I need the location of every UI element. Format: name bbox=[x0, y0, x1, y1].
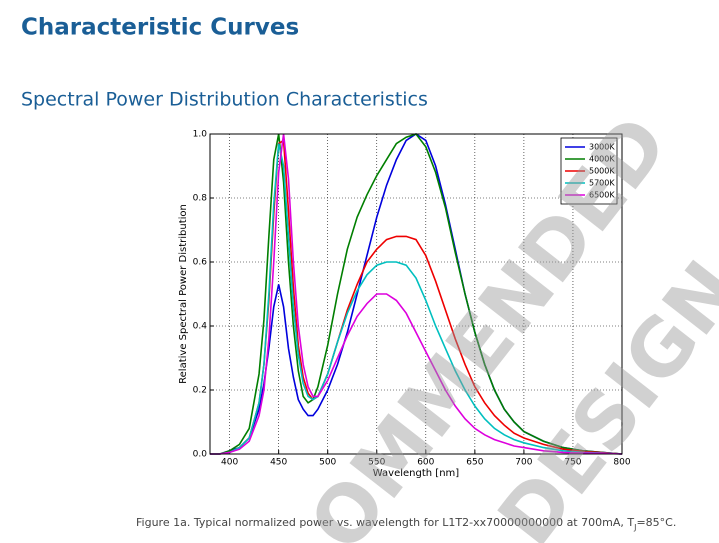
series-line bbox=[210, 143, 623, 455]
x-tick-label: 650 bbox=[466, 458, 483, 468]
figure-caption: Figure 1a. Typical normalized power vs. … bbox=[136, 516, 676, 532]
chart: 400 450 500 550 600 650 700 750 800 0.0 0.2 0.4 0.6 0… bbox=[178, 130, 631, 480]
x-tick-label: 500 bbox=[319, 458, 336, 468]
legend-label: 3000K bbox=[589, 143, 615, 152]
series-line bbox=[210, 133, 623, 455]
y-tick-label: 0.0 bbox=[193, 450, 208, 460]
x-tick-label: 700 bbox=[515, 458, 532, 468]
watermark: OMMENDED DESIGN bbox=[293, 100, 719, 543]
series-line bbox=[210, 133, 623, 455]
legend-label: 5700K bbox=[589, 179, 615, 188]
y-tick-label: 0.6 bbox=[193, 258, 208, 268]
x-tick-label: 750 bbox=[564, 458, 581, 468]
y-tick-label: 0.8 bbox=[193, 194, 208, 204]
x-tick-label: 550 bbox=[368, 458, 385, 468]
x-tick-label: 400 bbox=[221, 458, 238, 468]
legend-label: 6500K bbox=[589, 191, 615, 200]
caption-subscript: J bbox=[633, 523, 636, 532]
page-title: Characteristic Curves bbox=[21, 15, 299, 41]
y-tick-label: 1.0 bbox=[193, 130, 208, 140]
x-tick-label: 800 bbox=[613, 458, 630, 468]
section-title: Spectral Power Distribution Characterist… bbox=[21, 89, 428, 111]
x-tick-label: 450 bbox=[270, 458, 287, 468]
y-tick-label: 0.2 bbox=[193, 386, 207, 396]
x-tick-label: 600 bbox=[417, 458, 434, 468]
legend-label: 4000K bbox=[589, 155, 615, 164]
y-tick-label: 0.4 bbox=[193, 322, 208, 332]
legend-label: 5000K bbox=[589, 167, 615, 176]
x-axis-label: Wavelength [nm] bbox=[373, 468, 459, 479]
y-axis-label: Relative Spectral Power Distribution bbox=[178, 204, 189, 384]
caption-suffix: =85°C. bbox=[636, 516, 676, 529]
plot-frame bbox=[209, 133, 623, 455]
caption-text: Figure 1a. Typical normalized power vs. … bbox=[136, 516, 634, 529]
